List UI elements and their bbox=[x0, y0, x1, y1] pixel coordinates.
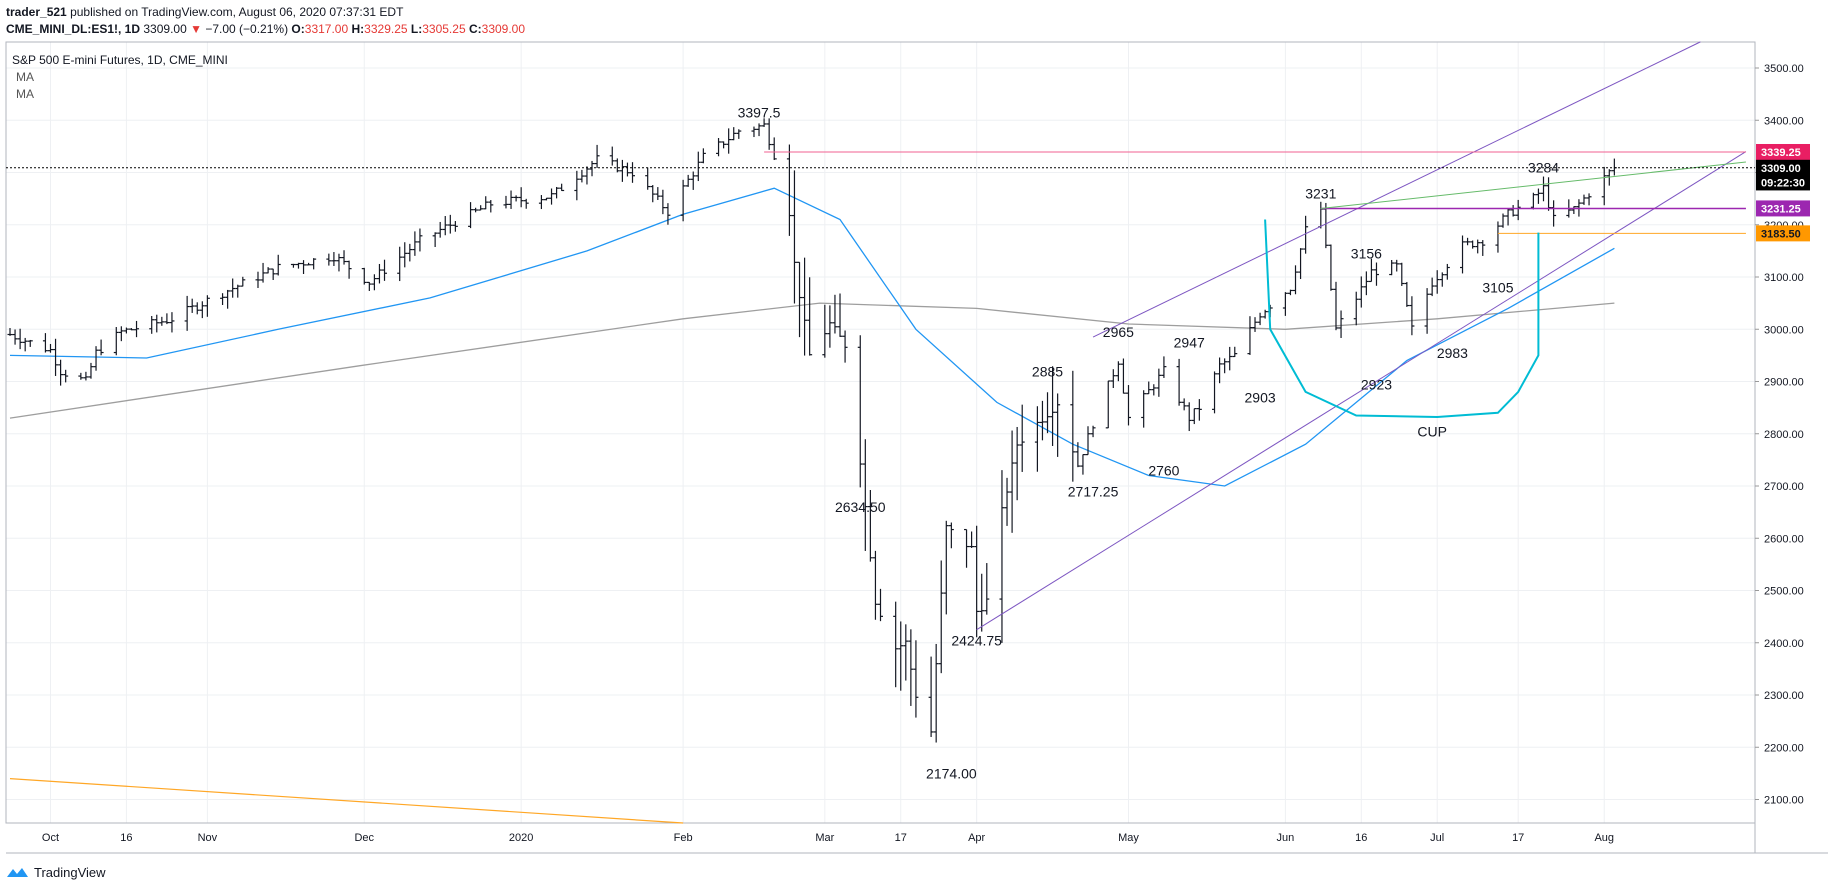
price-annotation: 2947 bbox=[1174, 335, 1205, 351]
price-tag-label: 3339.25 bbox=[1761, 147, 1801, 159]
price-tag-label: 09:22:30 bbox=[1761, 177, 1805, 189]
published-text: published on TradingView.com, August 06,… bbox=[70, 5, 404, 19]
price-tag-bg bbox=[1756, 200, 1810, 217]
close-value: 3309.00 bbox=[481, 22, 526, 36]
price-annotation: 2634.50 bbox=[835, 499, 886, 515]
channel-lower-line bbox=[976, 151, 1747, 631]
price-axis[interactable]: 2100.00 2200.00 2300.00 2400.00 2500.00 2600.… bbox=[1755, 63, 1804, 807]
price-annotation: CUP bbox=[1417, 423, 1447, 439]
price-annotation: 3284 bbox=[1528, 160, 1559, 176]
x-tick-label: Oct bbox=[42, 832, 59, 844]
x-tick-label: May bbox=[1118, 832, 1139, 844]
price-annotation: 3231 bbox=[1305, 186, 1336, 202]
grid bbox=[6, 42, 1755, 823]
price-tag-bg bbox=[1756, 159, 1810, 176]
x-tick-label: Dec bbox=[354, 832, 374, 844]
chart-legend: S&P 500 E-mini Futures, 1D, CME_MINI MA … bbox=[12, 53, 228, 101]
price-annotation: 2760 bbox=[1148, 463, 1179, 479]
time-axis[interactable]: Oct 16 Nov Dec 2020 Feb Mar 17 Apr May Jun 16 Jul 17 A… bbox=[42, 832, 1614, 844]
price-annotation: 3156 bbox=[1351, 246, 1382, 262]
low-value: 3305.25 bbox=[422, 22, 466, 36]
symbol-name[interactable]: CME_MINI_DL:ES1!, 1D bbox=[6, 22, 141, 36]
y-tick-label: 2500.00 bbox=[1764, 586, 1804, 598]
x-tick-label: 16 bbox=[1355, 832, 1367, 844]
y-tick-label: 3100.00 bbox=[1764, 272, 1804, 284]
x-tick-label: Jun bbox=[1277, 832, 1295, 844]
low-label: L: bbox=[410, 22, 423, 36]
footer-brand[interactable]: TradingView bbox=[34, 864, 106, 880]
plot-frame bbox=[5, 41, 1828, 854]
price-annotation: 2965 bbox=[1103, 324, 1134, 340]
price-annotation: 2174.00 bbox=[926, 766, 977, 782]
x-tick-label: Feb bbox=[674, 832, 693, 844]
y-tick-label: 3000.00 bbox=[1764, 324, 1804, 336]
green-trendline bbox=[1320, 161, 1746, 210]
x-tick-label: Apr bbox=[968, 832, 985, 844]
y-tick-label: 2100.00 bbox=[1764, 795, 1804, 807]
y-tick-label: 2700.00 bbox=[1764, 481, 1804, 493]
close-label: C: bbox=[468, 22, 482, 36]
ohlc-bars bbox=[7, 118, 1617, 743]
legend-ma1[interactable]: MA bbox=[16, 70, 34, 84]
y-tick-label: 2400.00 bbox=[1764, 638, 1804, 650]
cup-pattern bbox=[1264, 219, 1540, 419]
price-annotation: 3397.5 bbox=[738, 105, 781, 121]
y-tick-label: 2600.00 bbox=[1764, 533, 1804, 545]
y-tick-label: 2300.00 bbox=[1764, 690, 1804, 702]
price-annotation: 2983 bbox=[1437, 345, 1468, 361]
orange-long-line bbox=[9, 778, 684, 824]
x-tick-label: Aug bbox=[1594, 832, 1614, 844]
ma50-path bbox=[9, 187, 1615, 487]
publisher-name[interactable]: trader_521 bbox=[6, 5, 67, 19]
y-tick-label: 3400.00 bbox=[1764, 115, 1804, 127]
open-value: 3317.00 bbox=[304, 22, 349, 36]
x-tick-label: 16 bbox=[120, 832, 132, 844]
chart-header: trader_521 published on TradingView.com,… bbox=[0, 0, 1828, 40]
x-tick-label: 17 bbox=[1512, 832, 1524, 844]
y-tick-label: 2800.00 bbox=[1764, 429, 1804, 441]
footer: TradingView bbox=[6, 862, 106, 882]
channel-upper-line bbox=[1092, 41, 1701, 338]
drawings bbox=[6, 41, 1755, 824]
legend-ma2[interactable]: MA bbox=[16, 87, 34, 101]
price-annotation: 2424.75 bbox=[951, 632, 1002, 648]
legend-title: S&P 500 E-mini Futures, 1D, CME_MINI bbox=[12, 53, 228, 67]
price-annotation: 2923 bbox=[1361, 376, 1392, 392]
annotations: 3397.5 2634.50 2174.00 2424.75 2717.25 2885 29… bbox=[738, 105, 1560, 782]
x-tick-label: Jul bbox=[1430, 832, 1444, 844]
x-tick-label: Mar bbox=[815, 832, 834, 844]
high-value: 3329.25 bbox=[364, 22, 408, 36]
x-tick-label: Nov bbox=[198, 832, 218, 844]
price-tag-bg bbox=[1756, 143, 1810, 160]
price-tag-label: 3309.00 bbox=[1761, 163, 1801, 175]
y-tick-label: 2900.00 bbox=[1764, 377, 1804, 389]
price-tag-bg bbox=[1756, 225, 1810, 242]
ma-200-line bbox=[9, 302, 1615, 419]
y-tick-label: 2200.00 bbox=[1764, 742, 1804, 754]
price-tag-label: 3183.50 bbox=[1761, 228, 1801, 240]
price-annotation: 2717.25 bbox=[1068, 483, 1119, 499]
open-label: O: bbox=[291, 22, 305, 36]
price-change: −7.00 (−0.21%) bbox=[205, 22, 289, 36]
plot-border bbox=[5, 41, 1756, 824]
last-price: 3309.00 bbox=[143, 22, 187, 36]
symbol-line: CME_MINI_DL:ES1!, 1D 3309.00 ▼ −7.00 (−0… bbox=[6, 22, 525, 36]
publisher-line: trader_521 published on TradingView.com,… bbox=[6, 5, 403, 19]
price-tag-bg bbox=[1756, 174, 1810, 191]
high-label: H: bbox=[351, 22, 365, 36]
price-annotation: 2885 bbox=[1032, 363, 1063, 379]
price-annotation: 3105 bbox=[1482, 280, 1513, 296]
x-tick-label: 2020 bbox=[509, 832, 533, 844]
tradingview-logo-icon[interactable] bbox=[6, 865, 30, 879]
price-tag-label: 3231.25 bbox=[1761, 203, 1801, 215]
ma200-path bbox=[9, 302, 1615, 419]
x-tick-label: 17 bbox=[895, 832, 907, 844]
price-tags: 3339.25 3309.00 09:22:30 3231.25 3183.50 bbox=[1756, 143, 1810, 242]
price-annotation: 2903 bbox=[1245, 389, 1276, 405]
ma-50-line bbox=[9, 187, 1615, 487]
y-tick-label: 3500.00 bbox=[1764, 63, 1804, 75]
change-arrow-icon: ▼ bbox=[190, 22, 202, 36]
